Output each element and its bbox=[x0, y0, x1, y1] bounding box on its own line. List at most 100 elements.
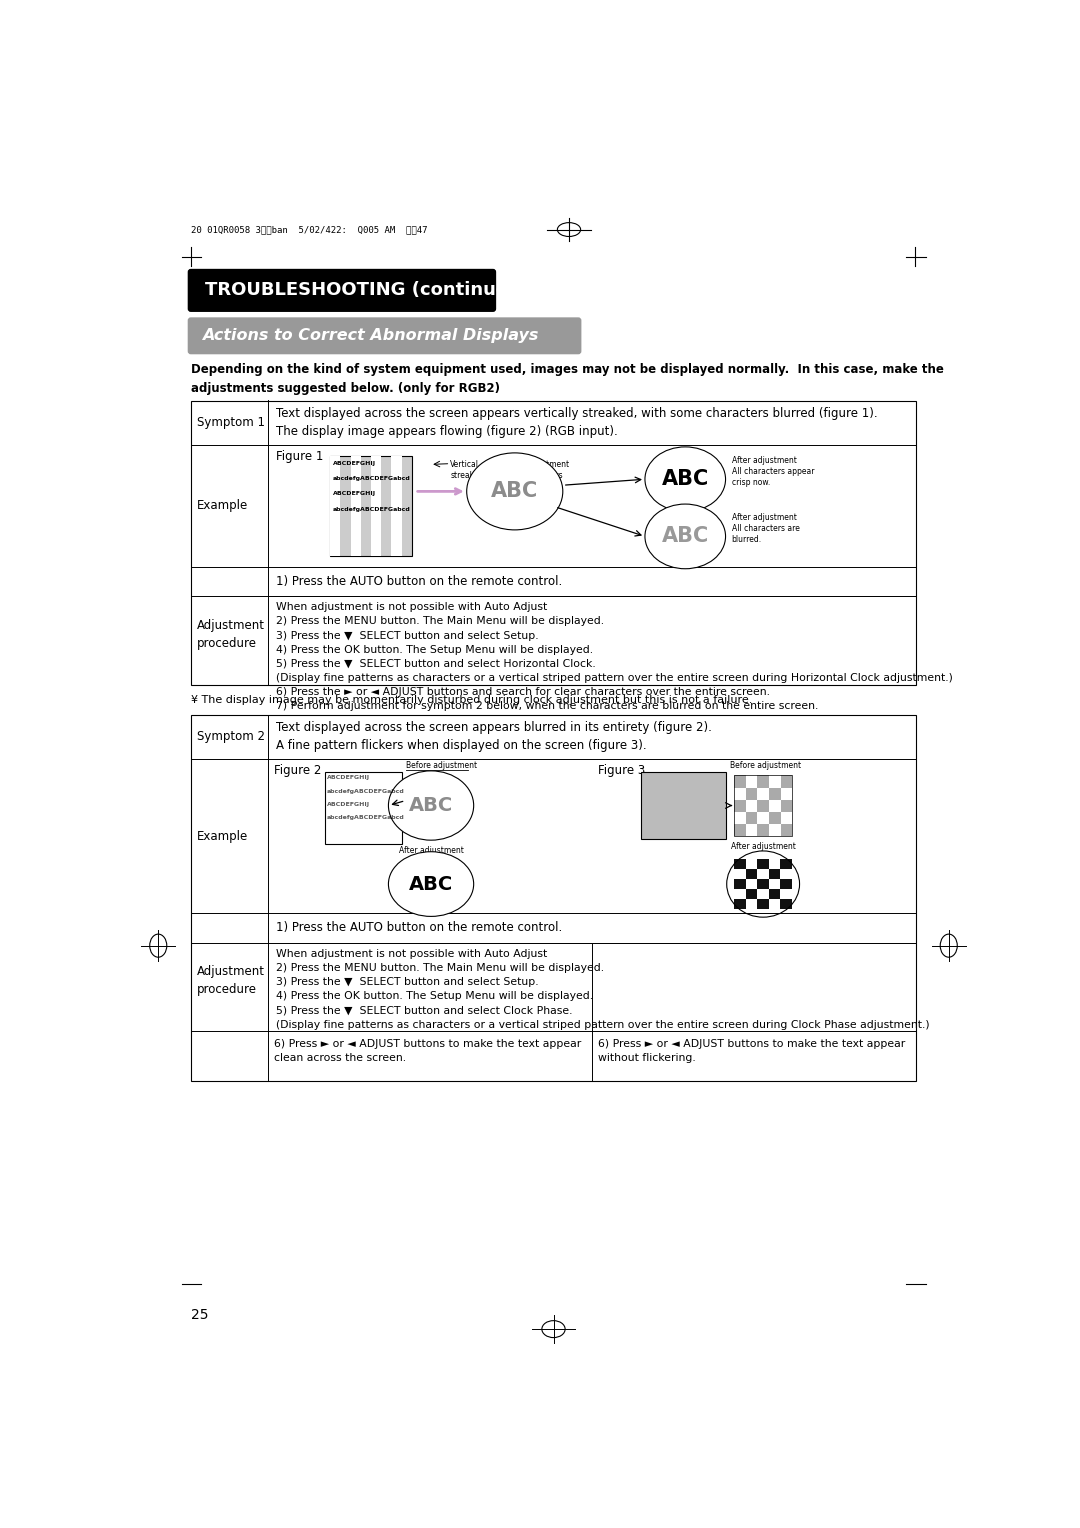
Bar bbox=[191, 400, 916, 686]
Bar bbox=[746, 869, 757, 879]
Bar bbox=[734, 879, 746, 889]
Bar bbox=[745, 787, 757, 799]
Bar bbox=[325, 772, 403, 843]
Bar bbox=[757, 900, 769, 909]
Ellipse shape bbox=[389, 770, 474, 840]
Bar bbox=[746, 889, 757, 900]
Text: Example: Example bbox=[197, 830, 248, 843]
Bar bbox=[757, 776, 769, 787]
Text: When adjustment is not possible with Auto Adjust
2) Press the MENU button. The M: When adjustment is not possible with Aut… bbox=[276, 602, 953, 712]
Text: Depending on the kind of system equipment used, images may not be displayed norm: Depending on the kind of system equipmen… bbox=[191, 362, 944, 394]
Text: ABC: ABC bbox=[491, 481, 538, 501]
Text: 6) Press ► or ◄ ADJUST buttons to make the text appear
without flickering.: 6) Press ► or ◄ ADJUST buttons to make t… bbox=[598, 1039, 906, 1063]
Text: ABCDEFGHIJ: ABCDEFGHIJ bbox=[333, 460, 376, 466]
Text: ABCDEFGHIJ: ABCDEFGHIJ bbox=[333, 492, 376, 497]
Text: Before adjustment: Before adjustment bbox=[730, 761, 801, 770]
Text: Figure 2: Figure 2 bbox=[274, 764, 322, 776]
Text: When adjustment is not possible with Auto Adjust
2) Press the MENU button. The M: When adjustment is not possible with Aut… bbox=[276, 949, 930, 1030]
Text: 1) Press the AUTO button on the remote control.: 1) Press the AUTO button on the remote c… bbox=[276, 575, 563, 588]
Text: Adjustment
procedure: Adjustment procedure bbox=[197, 966, 265, 996]
FancyBboxPatch shape bbox=[188, 269, 496, 312]
Bar bbox=[734, 776, 745, 787]
Bar bbox=[642, 772, 727, 839]
Text: Example: Example bbox=[197, 500, 248, 512]
Text: Actions to Correct Abnormal Displays: Actions to Correct Abnormal Displays bbox=[202, 329, 538, 344]
Bar bbox=[745, 799, 757, 811]
Text: After adjustment
All characters appear
crisp now.: After adjustment All characters appear c… bbox=[732, 455, 814, 487]
Bar bbox=[191, 715, 916, 1082]
Bar bbox=[746, 900, 757, 909]
Bar bbox=[734, 900, 746, 909]
Bar bbox=[769, 799, 781, 811]
Text: abcdefgABCDEFGabcd: abcdefgABCDEFGabcd bbox=[333, 475, 410, 481]
Text: Symptom 1: Symptom 1 bbox=[197, 416, 265, 429]
Bar bbox=[781, 859, 792, 869]
Bar bbox=[781, 787, 793, 799]
Ellipse shape bbox=[645, 446, 726, 512]
Text: ABC: ABC bbox=[662, 469, 708, 489]
Bar bbox=[734, 799, 745, 811]
Text: ABC: ABC bbox=[409, 874, 454, 894]
Bar bbox=[372, 455, 381, 556]
Bar bbox=[734, 811, 745, 824]
Bar bbox=[757, 799, 769, 811]
Text: abcdefgABCDEFGabcd: abcdefgABCDEFGabcd bbox=[333, 507, 410, 512]
Bar bbox=[330, 455, 340, 556]
Ellipse shape bbox=[389, 851, 474, 917]
Bar bbox=[781, 811, 793, 824]
Bar bbox=[769, 900, 781, 909]
Bar bbox=[781, 900, 792, 909]
Text: Text displayed across the screen appears vertically streaked, with some characte: Text displayed across the screen appears… bbox=[276, 406, 878, 439]
Text: Text displayed across the screen appears blurred in its entirety (figure 2).
A f: Text displayed across the screen appears… bbox=[276, 721, 712, 752]
Bar bbox=[781, 824, 793, 836]
Bar bbox=[757, 811, 769, 824]
Text: ¥ The display image may be momentarily disturbed during clock adjustment but thi: ¥ The display image may be momentarily d… bbox=[191, 695, 752, 704]
FancyBboxPatch shape bbox=[188, 318, 581, 354]
Bar bbox=[769, 859, 781, 869]
Bar bbox=[757, 869, 769, 879]
Text: ABC: ABC bbox=[662, 527, 708, 547]
Bar bbox=[745, 776, 757, 787]
Bar bbox=[781, 869, 792, 879]
Bar bbox=[769, 776, 781, 787]
Text: Before adjustment
Some characters
are blurred.: Before adjustment Some characters are bl… bbox=[499, 460, 569, 490]
Bar bbox=[781, 889, 792, 900]
Bar bbox=[769, 787, 781, 799]
Text: TROUBLESHOOTING (continued): TROUBLESHOOTING (continued) bbox=[205, 281, 529, 299]
Text: Figure 1: Figure 1 bbox=[276, 449, 323, 463]
Bar bbox=[746, 859, 757, 869]
Bar bbox=[769, 824, 781, 836]
Bar bbox=[781, 879, 792, 889]
Bar bbox=[757, 889, 769, 900]
Bar bbox=[769, 879, 781, 889]
Text: 1) Press the AUTO button on the remote control.: 1) Press the AUTO button on the remote c… bbox=[276, 921, 563, 935]
Bar bbox=[734, 787, 745, 799]
Bar bbox=[734, 869, 746, 879]
Bar bbox=[769, 811, 781, 824]
Bar bbox=[757, 787, 769, 799]
Text: 25: 25 bbox=[191, 1308, 208, 1322]
Bar bbox=[330, 455, 411, 556]
Text: Vertical
streaks: Vertical streaks bbox=[450, 460, 480, 480]
Bar bbox=[781, 776, 793, 787]
Text: ABCDEFGHIJ: ABCDEFGHIJ bbox=[327, 802, 370, 807]
Text: ABCDEFGHIJ: ABCDEFGHIJ bbox=[327, 776, 370, 781]
Text: abcdefgABCDEFGabcd: abcdefgABCDEFGabcd bbox=[327, 788, 405, 793]
Bar bbox=[734, 889, 746, 900]
Bar bbox=[769, 889, 781, 900]
Text: 20 01QR0058 3英語ban  5/02/422:  Q005 AM  ユカ47: 20 01QR0058 3英語ban 5/02/422: Q005 AM ユカ4… bbox=[191, 226, 428, 235]
Text: 6) Press ► or ◄ ADJUST buttons to make the text appear
clean across the screen.: 6) Press ► or ◄ ADJUST buttons to make t… bbox=[274, 1039, 582, 1063]
Bar bbox=[746, 879, 757, 889]
Text: Adjustment
procedure: Adjustment procedure bbox=[197, 619, 265, 649]
Text: After adjustment: After adjustment bbox=[731, 842, 796, 851]
Text: Symptom 2: Symptom 2 bbox=[197, 730, 265, 744]
Text: Before adjustment: Before adjustment bbox=[406, 761, 477, 770]
Bar bbox=[351, 455, 361, 556]
Bar bbox=[745, 811, 757, 824]
Bar bbox=[757, 859, 769, 869]
Ellipse shape bbox=[645, 504, 726, 568]
Bar bbox=[757, 879, 769, 889]
Bar bbox=[391, 455, 402, 556]
Bar bbox=[734, 859, 746, 869]
Text: Figure 3: Figure 3 bbox=[598, 764, 646, 776]
